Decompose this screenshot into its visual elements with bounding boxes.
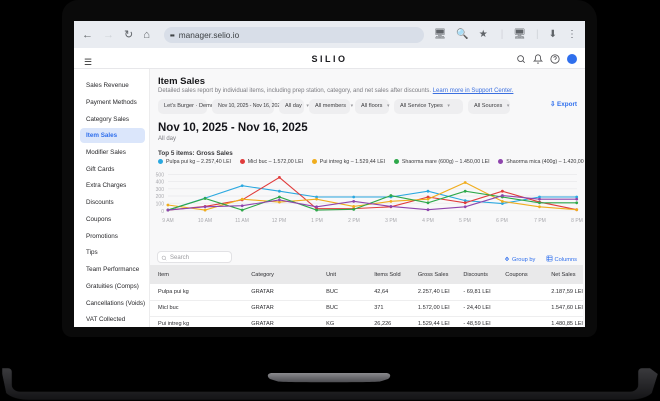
svg-text:500: 500	[156, 173, 165, 179]
svg-text:12 PM: 12 PM	[272, 218, 286, 224]
svg-text:300: 300	[156, 187, 165, 193]
svg-text:7 PM: 7 PM	[534, 218, 546, 224]
svg-text:3 PM: 3 PM	[385, 218, 397, 224]
svg-text:9 AM: 9 AM	[162, 218, 173, 224]
svg-text:0: 0	[161, 209, 164, 215]
svg-text:400: 400	[156, 180, 165, 186]
svg-text:2 PM: 2 PM	[348, 218, 360, 224]
svg-text:4 PM: 4 PM	[422, 218, 434, 224]
svg-text:100: 100	[156, 201, 165, 207]
svg-text:5 PM: 5 PM	[459, 218, 471, 224]
svg-text:8 PM: 8 PM	[571, 218, 583, 224]
svg-text:11 AM: 11 AM	[235, 218, 249, 224]
svg-text:6 PM: 6 PM	[496, 218, 508, 224]
svg-text:10 AM: 10 AM	[198, 218, 212, 224]
svg-text:200: 200	[156, 194, 165, 200]
svg-text:1 PM: 1 PM	[311, 218, 323, 224]
